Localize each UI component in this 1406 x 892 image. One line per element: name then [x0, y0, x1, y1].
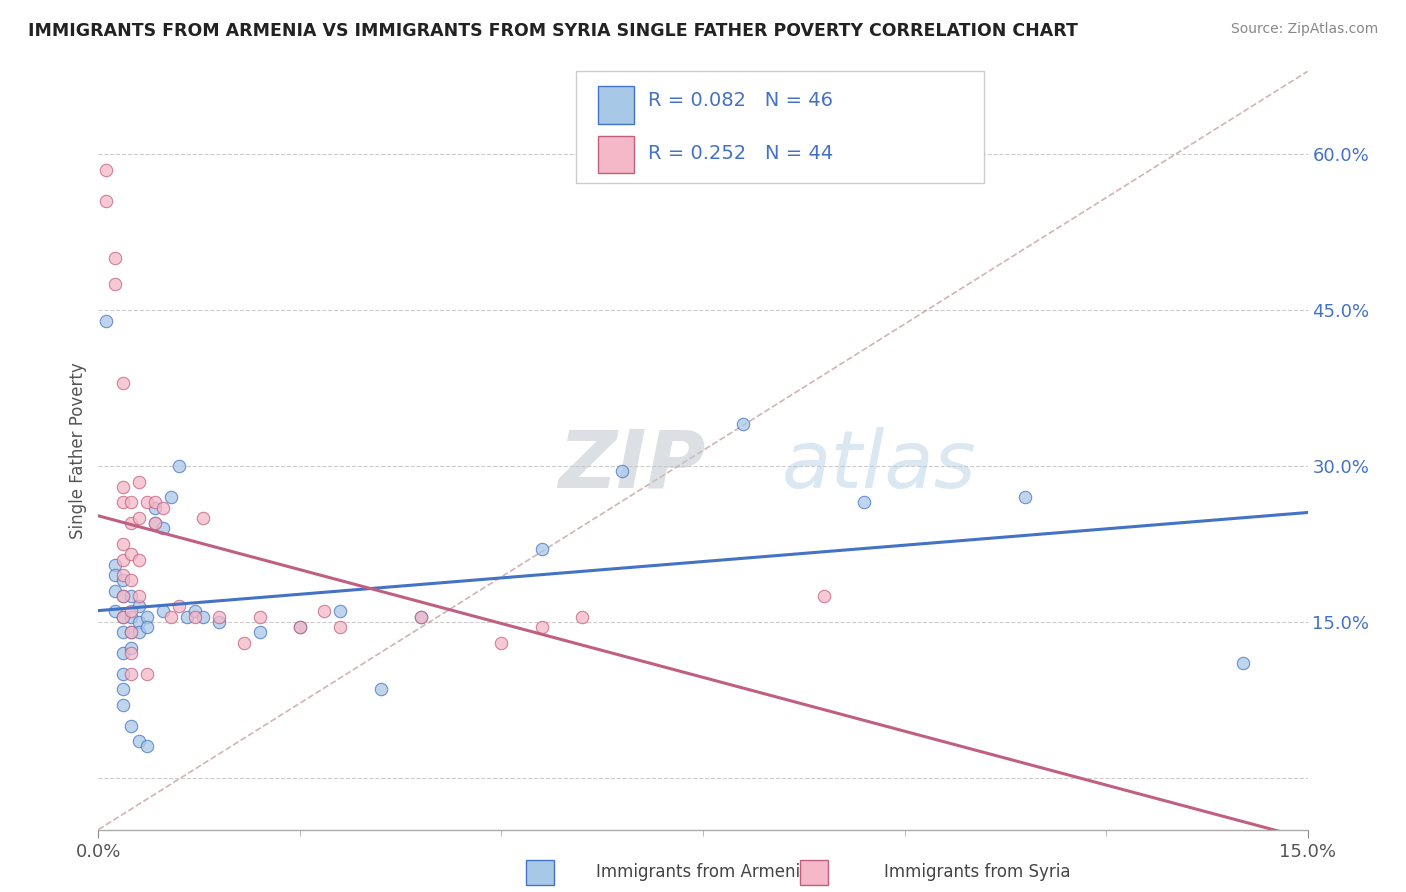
Point: [120, 609, 142, 624]
Point: [167, 599, 190, 614]
Point: [111, 574, 134, 588]
Point: [135, 495, 157, 509]
Point: [491, 635, 513, 649]
Point: [120, 640, 142, 655]
Point: [120, 625, 142, 640]
Point: [103, 583, 125, 598]
Point: [208, 615, 231, 629]
Point: [853, 495, 876, 509]
Point: [128, 734, 150, 748]
Point: [128, 475, 150, 489]
Point: [176, 609, 198, 624]
Point: [111, 376, 134, 390]
Point: [733, 417, 755, 432]
Point: [111, 646, 134, 660]
Point: [120, 547, 142, 561]
Point: [152, 521, 174, 535]
Point: [111, 495, 134, 509]
Point: [111, 666, 134, 681]
Point: [530, 542, 553, 557]
Point: [143, 516, 166, 531]
Point: [103, 604, 125, 618]
Point: [143, 495, 166, 509]
Point: [96, 163, 118, 178]
Point: [128, 625, 150, 640]
Point: [184, 604, 207, 618]
Point: [111, 552, 134, 566]
Point: [288, 620, 311, 634]
Point: [103, 277, 125, 292]
Point: [329, 604, 352, 618]
Point: [135, 609, 157, 624]
Point: [167, 458, 190, 473]
Point: [111, 682, 134, 697]
Point: [120, 646, 142, 660]
Point: [111, 589, 134, 603]
Point: [612, 464, 634, 478]
Point: [370, 682, 392, 697]
Point: [120, 589, 142, 603]
Point: [120, 574, 142, 588]
Point: [96, 313, 118, 327]
Point: [530, 620, 553, 634]
Point: [128, 589, 150, 603]
Point: [160, 609, 183, 624]
Point: [128, 615, 150, 629]
Text: Immigrants from Armenia: Immigrants from Armenia: [596, 863, 810, 881]
Point: [329, 620, 352, 634]
Point: [111, 609, 134, 624]
Point: [1232, 657, 1254, 671]
Point: [232, 635, 254, 649]
Point: [152, 604, 174, 618]
Point: [111, 568, 134, 582]
Text: ZIP: ZIP: [558, 426, 706, 505]
Point: [409, 609, 432, 624]
Point: [128, 552, 150, 566]
Point: [111, 589, 134, 603]
Point: [120, 516, 142, 531]
Point: [160, 490, 183, 504]
Point: [409, 609, 432, 624]
Text: atlas: atlas: [782, 426, 976, 505]
Point: [143, 516, 166, 531]
Point: [135, 666, 157, 681]
Point: [111, 698, 134, 712]
Point: [135, 620, 157, 634]
Point: [143, 500, 166, 515]
Point: [120, 495, 142, 509]
Point: [96, 194, 118, 209]
Text: R = 0.082   N = 46: R = 0.082 N = 46: [648, 91, 834, 110]
Text: Source: ZipAtlas.com: Source: ZipAtlas.com: [1230, 22, 1378, 37]
Text: R = 0.252   N = 44: R = 0.252 N = 44: [648, 145, 834, 163]
Point: [120, 604, 142, 618]
Point: [103, 558, 125, 572]
Point: [135, 739, 157, 754]
Point: [128, 599, 150, 614]
Point: [249, 609, 271, 624]
Point: [111, 480, 134, 494]
Point: [111, 537, 134, 551]
Point: [288, 620, 311, 634]
Point: [193, 511, 215, 525]
Point: [1014, 490, 1036, 504]
Point: [571, 609, 593, 624]
Point: [103, 568, 125, 582]
Point: [813, 589, 835, 603]
Point: [184, 609, 207, 624]
Point: [193, 609, 215, 624]
Point: [120, 666, 142, 681]
Point: [120, 719, 142, 733]
Point: [314, 604, 336, 618]
Point: [249, 625, 271, 640]
Point: [111, 625, 134, 640]
Text: Immigrants from Syria: Immigrants from Syria: [884, 863, 1070, 881]
Point: [111, 609, 134, 624]
Point: [208, 609, 231, 624]
Point: [103, 252, 125, 266]
Point: [128, 511, 150, 525]
Text: IMMIGRANTS FROM ARMENIA VS IMMIGRANTS FROM SYRIA SINGLE FATHER POVERTY CORRELATI: IMMIGRANTS FROM ARMENIA VS IMMIGRANTS FR…: [28, 22, 1078, 40]
Y-axis label: Single Father Poverty: Single Father Poverty: [69, 362, 87, 539]
Point: [152, 500, 174, 515]
Point: [120, 625, 142, 640]
